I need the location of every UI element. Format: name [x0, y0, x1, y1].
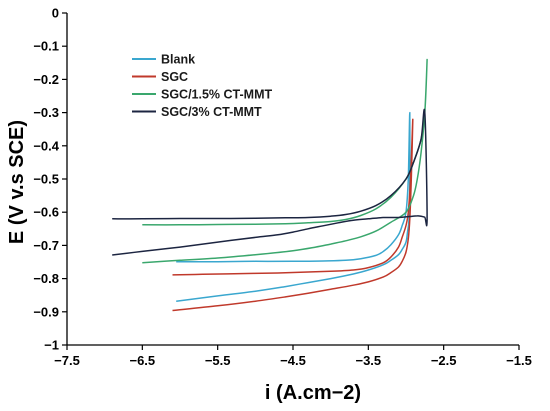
y-tick-label: −0.1 [33, 39, 59, 54]
y-tick-label: −0.8 [33, 271, 59, 286]
x-axis-ticks: −7.5 −6.5 −5.5 −4.5 −3.5 −2.5 −1.5 [54, 345, 532, 368]
y-tick-label: −0.9 [33, 304, 59, 319]
legend-label: Blank [161, 53, 195, 67]
y-tick-label: −0.4 [33, 138, 59, 153]
x-tick-label: −6.5 [129, 353, 155, 368]
x-tick-label: −4.5 [280, 353, 306, 368]
series-line-1 [172, 118, 414, 312]
x-axis-title: i (A.cm−2) [265, 382, 361, 404]
y-tick-label: −0.7 [33, 238, 59, 253]
y-tick-label: −0.6 [33, 205, 59, 220]
y-tick-label: −0.2 [33, 72, 59, 87]
x-tick-label: −2.5 [431, 353, 457, 368]
x-tick-label: −3.5 [355, 353, 381, 368]
x-tick-label: −1.5 [506, 353, 532, 368]
y-axis-ticks: 0 −0.1 −0.2 −0.3 −0.4 −0.5 −0.6 −0.7 −0.8 −0.9 −1 [33, 6, 67, 353]
y-tick-label: −0.3 [33, 105, 59, 120]
x-tick-label: −7.5 [54, 353, 80, 368]
x-tick-label: −5.5 [205, 353, 231, 368]
series-line-2 [142, 58, 428, 264]
y-tick-label: −1 [44, 338, 59, 353]
y-axis-title: E (V v.s SCE) [6, 120, 28, 244]
y-tick-label: 0 [52, 6, 59, 21]
legend-label: SGC [161, 70, 188, 84]
series-lines [112, 58, 428, 312]
legend-label: SGC/1.5% CT-MMT [161, 88, 272, 102]
legend-label: SGC/3% CT-MMT [161, 105, 262, 119]
series-line-3 [112, 108, 428, 256]
legend: Blank SGC SGC/1.5% CT-MMT SGC/3% CT-MMT [132, 53, 272, 119]
y-tick-label: −0.5 [33, 172, 59, 187]
